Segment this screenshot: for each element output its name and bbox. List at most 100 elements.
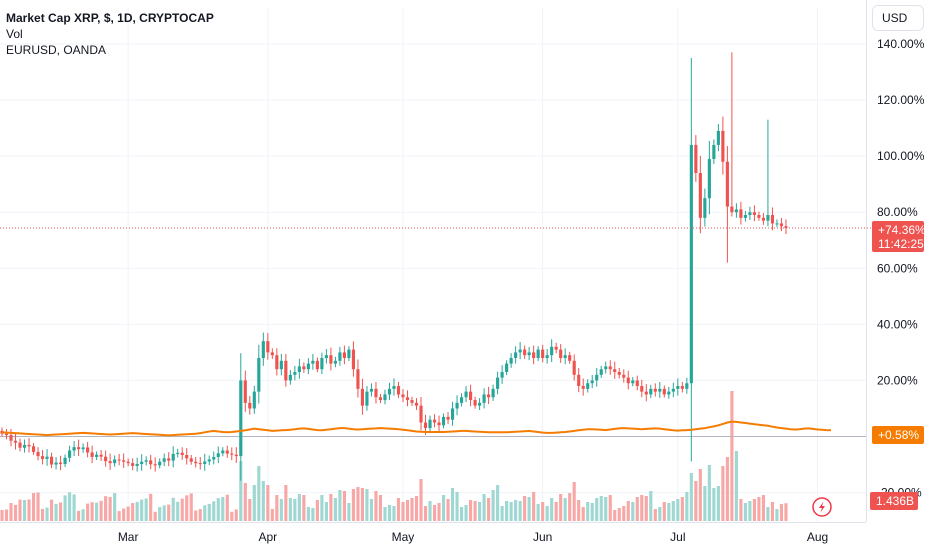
volume-bar bbox=[149, 493, 153, 521]
volume-bar bbox=[185, 495, 189, 521]
volume-bar bbox=[342, 491, 346, 521]
candle-body bbox=[347, 349, 351, 358]
flash-icon[interactable] bbox=[812, 497, 832, 517]
candle-body bbox=[279, 360, 283, 370]
candle-body bbox=[54, 462, 58, 465]
volume-bar bbox=[275, 495, 279, 521]
volume-bar bbox=[221, 497, 225, 521]
candle-body bbox=[414, 402, 419, 406]
volume-bar bbox=[775, 509, 779, 521]
candle-body bbox=[563, 355, 567, 358]
volume-bar bbox=[13, 504, 18, 521]
x-tick-label: Apr bbox=[258, 530, 277, 544]
volume-bars bbox=[0, 391, 788, 521]
candle-body bbox=[622, 374, 626, 378]
compare-badge-bg bbox=[872, 426, 924, 444]
candle-body bbox=[658, 388, 662, 392]
candle-body bbox=[117, 459, 121, 461]
volume-bar bbox=[144, 498, 148, 521]
volume-bar bbox=[482, 494, 486, 521]
volume-bar bbox=[86, 503, 90, 521]
candle-body bbox=[225, 450, 229, 454]
volume-bar bbox=[383, 507, 387, 521]
candle-body bbox=[577, 374, 581, 387]
candle-body bbox=[162, 458, 166, 462]
candle-body bbox=[356, 369, 360, 389]
candle-body bbox=[185, 455, 189, 459]
candle-body bbox=[712, 144, 716, 159]
volume-bar bbox=[90, 502, 94, 521]
candle-body bbox=[694, 144, 698, 173]
candle-body bbox=[473, 400, 477, 406]
volume-bar bbox=[419, 479, 423, 521]
candle-body bbox=[320, 358, 324, 370]
volume-bar bbox=[446, 499, 450, 521]
volume-bar bbox=[396, 498, 401, 521]
y-tick-label: 80.00% bbox=[877, 205, 918, 219]
volume-bar bbox=[743, 503, 747, 521]
x-tick-label: Jul bbox=[670, 530, 685, 544]
volume-bar bbox=[649, 491, 653, 521]
candle-body bbox=[662, 388, 666, 395]
candle-body bbox=[158, 461, 162, 466]
volume-bar bbox=[536, 504, 540, 521]
legend-title[interactable]: Market Cap XRP, $, 1D, CRYPTOCAP bbox=[6, 11, 214, 25]
candle-body bbox=[140, 461, 144, 464]
candle-body bbox=[108, 461, 112, 464]
candle-body bbox=[288, 374, 292, 381]
candle-body bbox=[230, 453, 234, 455]
volume-bar bbox=[302, 495, 306, 521]
grid-lines bbox=[0, 0, 867, 523]
volume-bar bbox=[450, 488, 455, 521]
volume-bar bbox=[58, 502, 63, 521]
y-tick-label: 100.00% bbox=[877, 149, 925, 163]
volume-bar bbox=[171, 497, 175, 521]
volume-bar bbox=[437, 503, 441, 521]
volume-bar bbox=[410, 498, 414, 521]
x-tick-label: Jun bbox=[533, 530, 552, 544]
currency-button[interactable]: USD bbox=[872, 5, 924, 31]
volume-bar bbox=[423, 506, 428, 521]
candle-body bbox=[72, 447, 76, 451]
volume-bar bbox=[441, 495, 446, 521]
volume-bar bbox=[545, 506, 549, 521]
legend-compare[interactable]: EURUSD, OANDA bbox=[6, 43, 107, 57]
candle-body bbox=[81, 447, 85, 450]
volume-bar bbox=[257, 466, 261, 521]
candle-body bbox=[721, 130, 725, 162]
volume-bar bbox=[667, 503, 671, 521]
candle-body bbox=[338, 352, 342, 361]
candle-body bbox=[419, 405, 423, 423]
candle-body bbox=[293, 372, 297, 375]
price-badge-bg bbox=[872, 221, 924, 252]
candle-body bbox=[351, 349, 356, 370]
volume-bar bbox=[608, 495, 612, 521]
candle-body bbox=[455, 402, 459, 409]
volume-bar bbox=[392, 506, 396, 521]
volume-bar bbox=[158, 507, 162, 521]
volume-bar bbox=[279, 499, 283, 521]
candle-body bbox=[333, 360, 337, 364]
candle-body bbox=[595, 374, 599, 381]
candle-body bbox=[392, 386, 396, 389]
volume-bar bbox=[766, 507, 770, 521]
volume-bar bbox=[770, 502, 775, 521]
candle-body bbox=[302, 366, 306, 370]
x-axis[interactable]: Mar Apr May Jun Jul Aug bbox=[118, 530, 828, 544]
volume-badge-bg bbox=[870, 492, 918, 510]
candle-body bbox=[640, 386, 644, 392]
candle-body bbox=[482, 394, 486, 403]
volume-bar bbox=[324, 502, 328, 521]
candle-body bbox=[22, 444, 27, 448]
candle-body bbox=[261, 341, 265, 358]
candle-body bbox=[396, 386, 401, 395]
candle-body bbox=[194, 461, 198, 464]
volume-bar bbox=[320, 495, 324, 521]
candle-body bbox=[126, 461, 130, 464]
legend-vol[interactable]: Vol bbox=[6, 27, 23, 41]
volume-bar bbox=[505, 501, 509, 521]
candle-body bbox=[90, 452, 94, 457]
volume-bar bbox=[311, 508, 315, 521]
volume-bar bbox=[563, 498, 567, 521]
